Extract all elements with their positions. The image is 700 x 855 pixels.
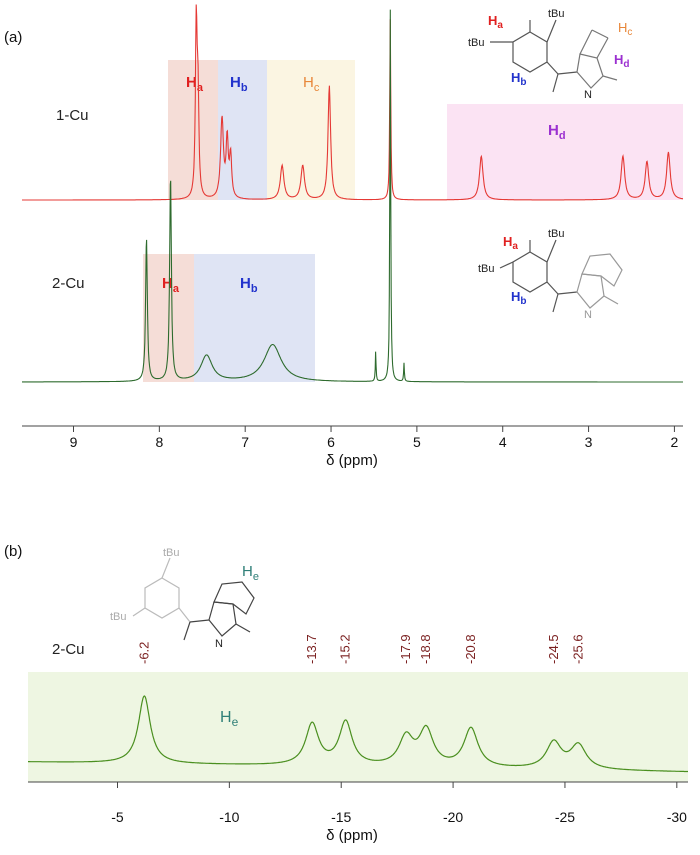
peak-label-b: -17.9: [398, 634, 413, 664]
peak-labels-b: -6.2 -13.7 -15.2 -17.9 -18.8 -20.8 -24.5 -25.6: [136, 634, 585, 664]
molecule-2cu-ha: Ha: [503, 234, 518, 252]
region-2cu-hb: [194, 254, 315, 382]
x-tick-label-a: 4: [499, 434, 507, 450]
peak-label-b: -13.7: [304, 634, 319, 664]
panel-b-label: (b): [4, 543, 22, 560]
molecule-b-structure: [132, 557, 255, 641]
x-axis-title-b: δ (ppm): [326, 827, 378, 844]
x-tick-label-b: -5: [111, 809, 124, 825]
x-tick-label-a: 9: [70, 434, 78, 450]
x-tick-label-a: 2: [671, 434, 679, 450]
x-tick-label-a: 5: [413, 434, 421, 450]
spectrum-trace-1cu: [22, 4, 684, 201]
region-label-2cu-hb: Hb: [240, 275, 258, 295]
molecule-1cu-n: N: [584, 89, 592, 101]
peak-label-b: -18.8: [418, 634, 433, 664]
x-axis-ticks-b: -5 -10 -15 -20 -25 -30: [111, 782, 687, 825]
region-label-1cu-hb: Hb: [230, 74, 248, 94]
region-1cu-hb: [218, 60, 267, 200]
molecule-1cu-hc: Hc: [618, 20, 632, 38]
x-tick-label-b: -30: [667, 809, 687, 825]
peak-label-b: -20.8: [463, 634, 478, 664]
molecule-1cu-hb: Hb: [511, 70, 527, 88]
molecule-b-tbu-left: tBu: [110, 611, 127, 623]
molecule-1cu-tbu-left: tBu: [468, 37, 485, 49]
spectrum-trace-2cu: [22, 9, 683, 383]
molecule-b-he: He: [242, 563, 259, 583]
peak-label-b: -24.5: [546, 634, 561, 664]
region-1cu-hd: [447, 104, 683, 200]
x-tick-label-a: 8: [155, 434, 163, 450]
x-tick-label-b: -25: [555, 809, 575, 825]
molecule-2cu-tbu-left: tBu: [478, 263, 495, 275]
region-1cu-hc: [267, 60, 355, 200]
region-b-he: [28, 672, 688, 782]
region-label-1cu-ha: Ha: [186, 74, 204, 94]
x-tick-label-b: -20: [443, 809, 463, 825]
region-label-b-he: He: [220, 709, 239, 729]
peak-label-b: -6.2: [136, 642, 151, 664]
panel-a-label: (a): [4, 29, 22, 46]
x-tick-label-a: 3: [585, 434, 593, 450]
x-tick-label-b: -10: [219, 809, 239, 825]
x-tick-label-a: 7: [241, 434, 249, 450]
molecule-1cu-hd: Hd: [614, 52, 630, 70]
molecule-2cu-structure: [499, 239, 623, 313]
region-label-1cu-hd: Hd: [548, 122, 566, 142]
panel-a: (a) Ha Hb Hc Hd Ha Hb 1-Cu 2-Cu 9 8 7 6 5 4 3 2…: [4, 4, 684, 469]
region-label-2cu-ha: Ha: [162, 275, 180, 295]
molecule-1cu-structure: [490, 19, 618, 93]
molecule-2cu-n: N: [584, 309, 592, 321]
x-tick-label-a: 6: [327, 434, 335, 450]
trace-label-1cu: 1-Cu: [56, 107, 89, 124]
molecule-b-n: N: [215, 638, 223, 650]
region-label-1cu-hc: Hc: [303, 74, 320, 94]
x-tick-label-b: -15: [331, 809, 351, 825]
panel-b: (b) 2-Cu -6.2 -13.7 -15.2 -17.9 -18.8 -20.8 -2…: [4, 543, 688, 844]
x-axis-ticks-a: 9 8 7 6 5 4 3 2: [70, 426, 679, 450]
trace-label-2cu: 2-Cu: [52, 275, 85, 292]
spectrum-trace-b-2cu: [28, 695, 688, 773]
trace-label-b-2cu: 2-Cu: [52, 641, 85, 658]
molecule-b-tbu-top: tBu: [163, 547, 180, 559]
peak-label-b: -15.2: [338, 634, 353, 664]
molecule-1cu-ha: Ha: [488, 13, 503, 31]
molecule-2cu-hb: Hb: [511, 289, 527, 307]
peak-label-b: -25.6: [570, 634, 585, 664]
x-axis-title-a: δ (ppm): [326, 452, 378, 469]
molecule-1cu-tbu-top: tBu: [548, 8, 565, 20]
molecule-2cu-tbu-top: tBu: [548, 228, 565, 240]
